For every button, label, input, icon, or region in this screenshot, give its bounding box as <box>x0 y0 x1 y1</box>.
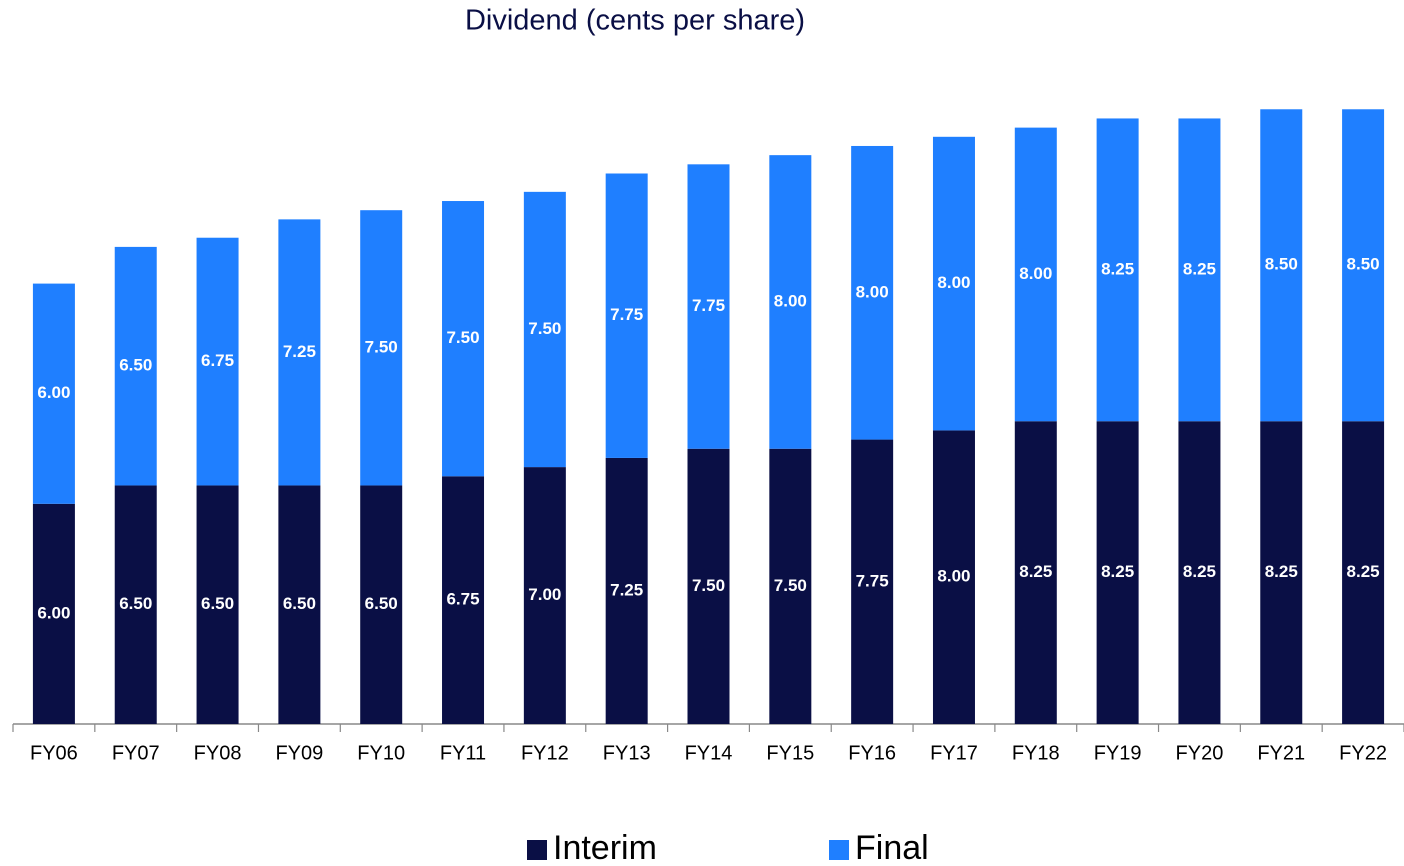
bar-segment <box>360 210 403 486</box>
x-tick-label: FY17 <box>930 742 978 764</box>
bar-segment <box>605 457 648 724</box>
data-label: 7.50 <box>774 576 807 595</box>
bar-segment <box>1260 109 1303 422</box>
legend-swatch <box>829 840 849 860</box>
bar-segment <box>523 467 566 724</box>
bar-segment <box>360 485 403 724</box>
bar-segment <box>32 283 75 504</box>
data-label: 6.50 <box>283 594 316 613</box>
bar-segment <box>851 145 894 440</box>
legend-swatch <box>527 840 547 860</box>
data-label: 8.25 <box>1101 259 1134 278</box>
x-tick-label: FY13 <box>603 742 651 764</box>
bar-segment <box>769 155 812 449</box>
bar-segment <box>932 430 975 724</box>
data-label: 7.25 <box>283 342 316 361</box>
data-label: 6.75 <box>201 351 234 370</box>
bar-segment <box>687 448 730 724</box>
bar-segment <box>769 448 812 724</box>
x-tick-label: FY10 <box>357 742 405 764</box>
x-tick-label: FY11 <box>440 742 486 764</box>
x-tick-label: FY21 <box>1257 742 1305 764</box>
data-label: 8.25 <box>1101 562 1134 581</box>
bar-segment <box>523 191 566 468</box>
bar-segment <box>32 503 75 724</box>
data-label: 7.75 <box>856 571 889 590</box>
data-label: 6.50 <box>119 594 152 613</box>
x-tick-label: FY07 <box>112 742 160 764</box>
data-label: 8.00 <box>937 567 970 586</box>
legend-label: Final <box>855 829 929 866</box>
data-label: 8.00 <box>937 273 970 292</box>
bar-segment <box>605 173 648 458</box>
data-label: 7.75 <box>610 305 643 324</box>
data-label: 6.50 <box>119 356 152 375</box>
data-label: 7.50 <box>365 337 398 356</box>
bar-segment <box>1014 421 1057 724</box>
bar-segment <box>1014 127 1057 422</box>
bar-segment <box>278 485 321 724</box>
data-label: 8.25 <box>1347 562 1380 581</box>
x-tick-label: FY22 <box>1339 742 1387 764</box>
data-label: 6.00 <box>37 603 70 622</box>
data-label: 6.50 <box>365 594 398 613</box>
x-tick-label: FY09 <box>275 742 323 764</box>
data-label: 8.00 <box>1019 264 1052 283</box>
bar-segment <box>1342 109 1385 422</box>
x-tick-label: FY19 <box>1094 742 1142 764</box>
legend-label: Interim <box>553 829 657 866</box>
data-label: 7.25 <box>610 580 643 599</box>
x-tick-label: FY12 <box>521 742 569 764</box>
bar-segment <box>278 219 321 486</box>
data-label: 7.75 <box>692 296 725 315</box>
x-tick-label: FY14 <box>685 742 733 764</box>
x-tick-label: FY20 <box>1176 742 1224 764</box>
bar-segment <box>851 439 894 724</box>
data-label: 8.50 <box>1347 255 1380 274</box>
bar-segment <box>1096 118 1139 422</box>
data-label: 8.50 <box>1265 255 1298 274</box>
x-tick-label: FY18 <box>1012 742 1060 764</box>
bar-segment <box>932 136 975 431</box>
data-label: 7.00 <box>528 585 561 604</box>
data-label: 7.50 <box>692 576 725 595</box>
bar-segment <box>1178 421 1221 724</box>
x-tick-label: FY15 <box>766 742 814 764</box>
data-label: 8.25 <box>1183 562 1216 581</box>
bar-segment <box>114 246 157 486</box>
x-tick-label: FY06 <box>30 742 78 764</box>
bar-segment <box>442 476 485 724</box>
bar-segment <box>687 164 730 449</box>
data-label: 6.00 <box>37 383 70 402</box>
data-label: 7.50 <box>446 328 479 347</box>
data-label: 6.50 <box>201 594 234 613</box>
chart-title: Dividend (cents per share) <box>465 5 805 37</box>
bar-segment <box>1260 421 1303 724</box>
bar-segment <box>196 237 239 486</box>
bar-segment <box>1178 118 1221 422</box>
x-tick-label: FY16 <box>848 742 896 764</box>
data-label: 6.75 <box>446 590 479 609</box>
x-tick-label: FY08 <box>194 742 242 764</box>
bar-segment <box>196 485 239 724</box>
data-label: 8.25 <box>1019 562 1052 581</box>
data-label: 8.25 <box>1183 259 1216 278</box>
bar-segment <box>1096 421 1139 724</box>
data-label: 8.00 <box>774 291 807 310</box>
bar-segment <box>1342 421 1385 724</box>
data-label: 8.00 <box>856 282 889 301</box>
bar-segment <box>114 485 157 724</box>
data-label: 8.25 <box>1265 562 1298 581</box>
bar-segment <box>442 201 485 477</box>
data-label: 7.50 <box>528 319 561 338</box>
